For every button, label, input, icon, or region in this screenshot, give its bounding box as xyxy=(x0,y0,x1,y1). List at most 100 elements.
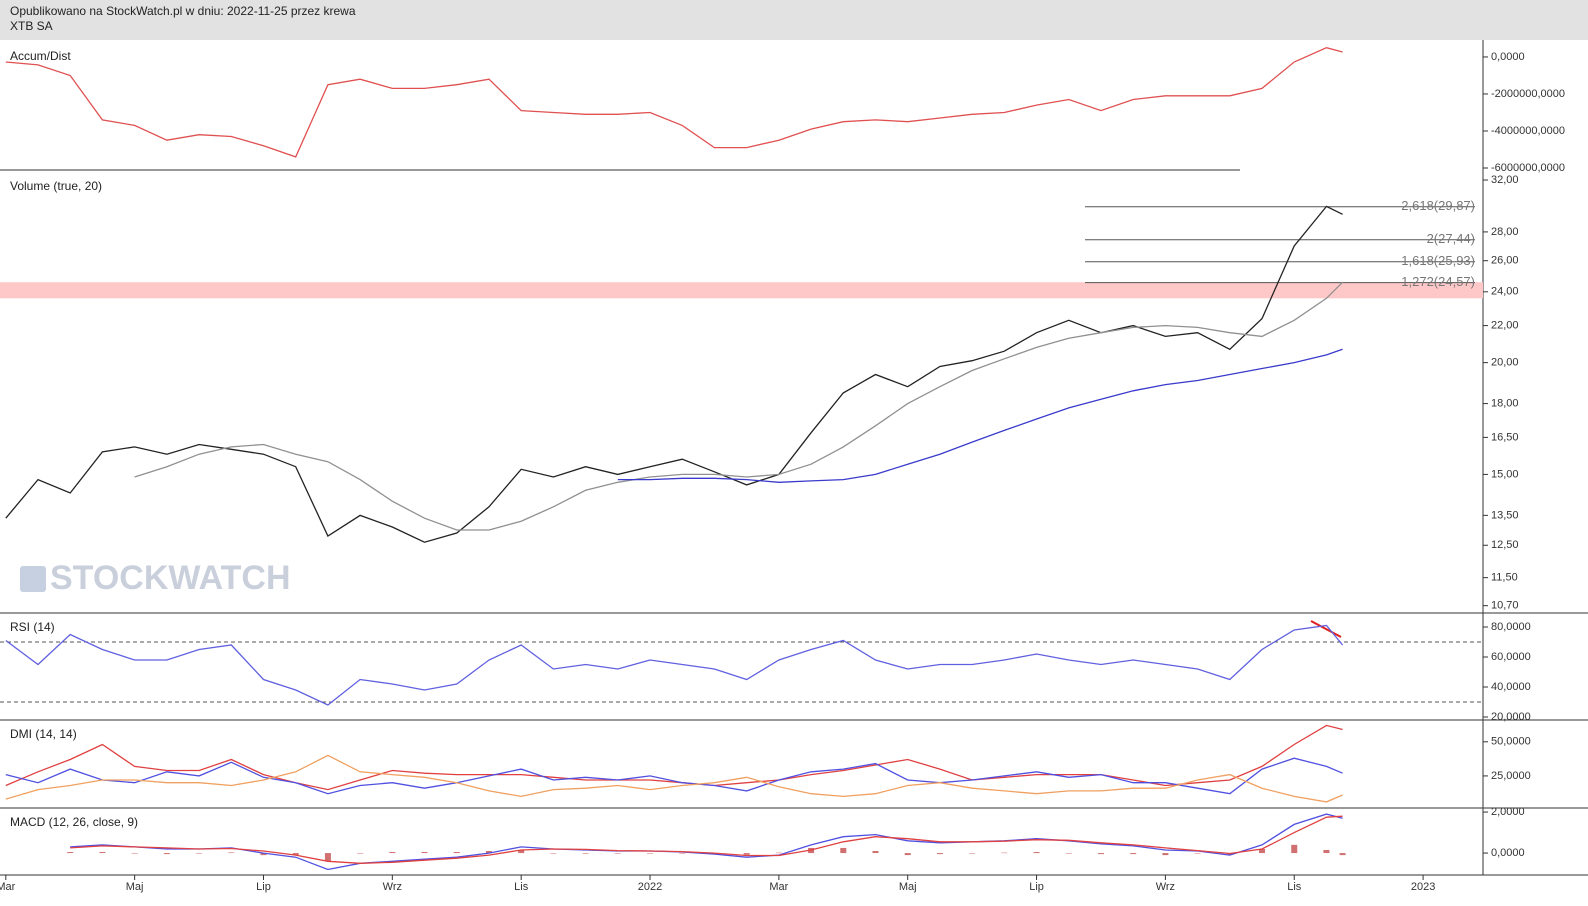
watermark-icon xyxy=(20,566,46,592)
histogram-bar xyxy=(550,853,557,854)
y-tick-label: 12,50 xyxy=(1491,539,1519,551)
fib-label: 1,272(24,57) xyxy=(1401,274,1475,289)
histogram-bar xyxy=(775,852,782,854)
panel-title: Accum/Dist xyxy=(10,49,71,63)
histogram-bar xyxy=(1130,853,1137,855)
header-band xyxy=(0,0,1588,40)
histogram-bar xyxy=(99,852,106,854)
panel-title: DMI (14, 14) xyxy=(10,727,77,741)
histogram-bar xyxy=(1065,853,1072,854)
histogram-bar xyxy=(196,853,203,854)
y-tick-label: 10,70 xyxy=(1491,600,1519,612)
histogram-bar xyxy=(163,853,170,855)
histogram-bar xyxy=(743,853,750,855)
histogram-bar xyxy=(840,847,847,854)
histogram-bar xyxy=(936,853,943,855)
fib-label: 1,618(25,93) xyxy=(1401,253,1475,268)
histogram-bar xyxy=(1291,844,1298,854)
x-tick-label: Maj xyxy=(899,881,917,893)
series-line xyxy=(5,624,1344,706)
histogram-bar xyxy=(131,853,138,854)
y-tick-label: 15,00 xyxy=(1491,468,1519,480)
y-tick-label: 80,0000 xyxy=(1491,621,1531,633)
histogram-bar xyxy=(969,853,976,854)
panel-title: RSI (14) xyxy=(10,620,55,634)
y-tick-label: -6000000,0000 xyxy=(1491,162,1565,174)
y-tick-label: 16,50 xyxy=(1491,431,1519,443)
x-tick-label: Lip xyxy=(256,881,271,893)
histogram-bar xyxy=(1162,853,1169,856)
fib-label: 2(27,44) xyxy=(1427,231,1475,246)
y-tick-label: 20,00 xyxy=(1491,357,1519,369)
plot-layer: Mar Maj Lip Wrz Lis 2022 Mar Maj Lip Wrz Lis 2023 Ac… xyxy=(0,47,1565,893)
instrument-name: XTB SA xyxy=(10,19,53,33)
histogram-bar xyxy=(228,852,235,854)
y-tick-label: -4000000,0000 xyxy=(1491,125,1565,137)
y-tick-label: 22,00 xyxy=(1491,320,1519,332)
histogram-bar xyxy=(357,853,364,854)
panel-title: Volume (true, 20) xyxy=(10,179,102,193)
y-tick-label: 40,0000 xyxy=(1491,681,1531,693)
series-line xyxy=(5,47,1343,158)
x-tick-label: Wrz xyxy=(1156,881,1175,893)
x-tick-label: Maj xyxy=(126,881,144,893)
x-tick-label: Lis xyxy=(514,881,529,893)
x-tick-label: Mar xyxy=(0,881,16,893)
published-note: Opublikowano na StockWatch.pl w dniu: 20… xyxy=(10,4,356,18)
resistance-zone xyxy=(0,282,1483,299)
histogram-bar xyxy=(1323,849,1330,854)
series-line xyxy=(134,281,1344,531)
y-tick-label: 11,50 xyxy=(1491,572,1518,584)
y-tick-label: 28,00 xyxy=(1491,226,1519,238)
histogram-bar xyxy=(292,853,299,856)
y-tick-label: 24,00 xyxy=(1491,286,1519,298)
histogram-bar xyxy=(485,851,492,854)
histogram-bar xyxy=(67,852,74,854)
panel-title: MACD (12, 26, close, 9) xyxy=(10,815,138,829)
histogram-bar xyxy=(872,851,879,854)
histogram-bar xyxy=(389,852,396,854)
histogram-bar xyxy=(679,853,686,854)
y-tick-label: 20,0000 xyxy=(1491,711,1531,723)
y-tick-label: -2000000,0000 xyxy=(1491,88,1565,100)
y-tick-label: 25,0000 xyxy=(1491,770,1531,782)
series-line xyxy=(5,205,1343,543)
y-tick-label: 26,00 xyxy=(1491,255,1519,267)
trend-line xyxy=(1310,620,1342,638)
histogram-bar xyxy=(324,853,331,862)
histogram-bar xyxy=(421,852,428,854)
histogram-bar xyxy=(1339,853,1346,856)
y-tick-label: 0,0000 xyxy=(1491,847,1525,859)
y-tick-label: 50,0000 xyxy=(1491,736,1531,748)
y-tick-label: 32,00 xyxy=(1491,174,1519,186)
series-line xyxy=(70,815,1343,864)
y-tick-label: 18,00 xyxy=(1491,397,1519,409)
series-line xyxy=(5,724,1343,791)
y-tick-label: 60,0000 xyxy=(1491,651,1531,663)
histogram-bar xyxy=(453,852,460,854)
histogram-bar xyxy=(1033,852,1040,854)
histogram-bar xyxy=(582,853,589,854)
x-tick-label: 2022 xyxy=(638,881,662,893)
y-tick-label: 13,50 xyxy=(1491,509,1519,521)
series-line xyxy=(617,348,1343,483)
x-tick-label: Lis xyxy=(1287,881,1302,893)
histogram-bar xyxy=(647,853,654,854)
x-tick-label: 2023 xyxy=(1411,881,1435,893)
x-tick-label: Lip xyxy=(1029,881,1044,893)
series-line xyxy=(70,813,1343,871)
x-tick-label: Mar xyxy=(769,881,788,893)
series-line xyxy=(5,757,1343,795)
histogram-bar xyxy=(1001,852,1008,854)
histogram-bar xyxy=(1259,848,1266,854)
histogram-bar xyxy=(904,853,911,856)
y-tick-label: 0,0000 xyxy=(1491,51,1525,63)
fib-label: 2,618(29,87) xyxy=(1401,198,1475,213)
histogram-bar xyxy=(614,853,621,854)
watermark: STOCKWATCH xyxy=(50,559,291,597)
histogram-bar xyxy=(1097,853,1104,855)
y-tick-label: 2,0000 xyxy=(1491,806,1525,818)
histogram-bar xyxy=(260,853,267,856)
series-line xyxy=(5,754,1343,803)
